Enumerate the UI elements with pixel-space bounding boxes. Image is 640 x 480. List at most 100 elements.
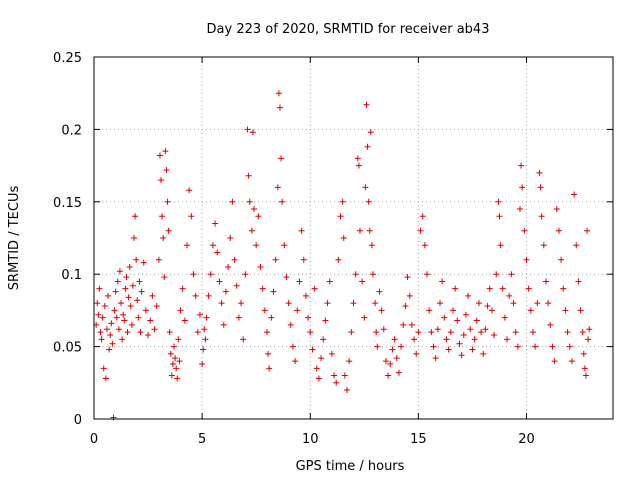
data-point — [202, 336, 209, 343]
data-point — [497, 242, 504, 249]
data-point — [469, 346, 476, 353]
data-point — [486, 285, 493, 292]
x-tick-label: 15 — [410, 432, 427, 447]
data-point — [309, 346, 316, 353]
data-point — [229, 198, 236, 205]
data-point — [275, 90, 282, 97]
data-point — [116, 268, 123, 275]
data-point — [101, 303, 108, 310]
data-point — [194, 329, 201, 336]
data-point — [441, 314, 448, 321]
data-point — [227, 235, 234, 241]
data-point — [562, 307, 569, 314]
data-point — [171, 343, 178, 350]
data-point — [537, 184, 544, 191]
data-point — [582, 372, 589, 379]
data-point — [107, 332, 114, 339]
data-point — [174, 375, 181, 382]
data-point — [406, 292, 413, 299]
data-point — [298, 227, 305, 234]
data-point — [577, 307, 584, 314]
data-point — [122, 285, 129, 292]
data-point — [482, 326, 489, 333]
x-tick-label: 10 — [302, 432, 319, 447]
x-tick-label: 20 — [518, 432, 535, 447]
data-point — [248, 227, 255, 234]
axis-ticks: 0 0.05 0.1 0.15 0.2 0.25 0 5 10 15 20 — [53, 51, 613, 447]
data-point — [426, 307, 433, 314]
data-point — [419, 213, 426, 220]
data-point — [369, 271, 376, 278]
data-point — [534, 300, 541, 307]
data-point — [366, 227, 373, 234]
data-point — [110, 414, 117, 421]
data-point — [147, 317, 154, 324]
data-point — [480, 350, 487, 357]
data-point — [584, 227, 591, 234]
data-point — [331, 372, 338, 379]
data-point — [156, 152, 163, 159]
data-point — [129, 282, 136, 289]
data-point — [106, 346, 113, 353]
data-point — [575, 278, 582, 285]
data-point — [415, 329, 422, 336]
data-point — [163, 166, 170, 173]
data-point — [447, 329, 454, 336]
data-point — [300, 256, 307, 263]
data-point — [259, 285, 266, 292]
data-point — [203, 314, 210, 321]
data-point — [348, 329, 355, 336]
data-point — [98, 336, 105, 343]
y-tick-label: 0.05 — [53, 341, 82, 356]
data-point — [581, 365, 588, 372]
data-point — [296, 278, 303, 285]
data-point — [135, 314, 142, 321]
data-point — [586, 326, 593, 333]
data-point — [454, 317, 461, 324]
data-point — [580, 350, 587, 357]
data-point — [478, 329, 485, 336]
data-point — [149, 292, 156, 299]
data-point — [289, 343, 296, 350]
data-point — [132, 213, 139, 220]
data-point — [121, 317, 128, 324]
data-point — [209, 242, 216, 249]
data-point — [177, 307, 184, 314]
data-point — [368, 242, 375, 249]
data-point — [376, 288, 383, 295]
data-point — [364, 143, 371, 150]
data-point — [278, 155, 285, 162]
data-point — [367, 129, 374, 136]
data-point — [551, 358, 558, 365]
data-point — [120, 311, 127, 318]
data-point — [164, 198, 171, 205]
data-point — [158, 177, 165, 184]
data-point — [413, 350, 420, 357]
data-point — [95, 311, 102, 318]
data-point — [579, 329, 586, 336]
data-point — [176, 358, 183, 365]
data-point — [585, 336, 592, 343]
data-point — [380, 326, 387, 333]
data-point — [172, 355, 179, 362]
data-point — [518, 162, 525, 169]
data-point — [359, 278, 366, 285]
data-point — [102, 375, 109, 382]
data-point — [517, 206, 524, 213]
data-point — [352, 271, 359, 278]
data-point — [118, 300, 125, 307]
data-point — [125, 294, 132, 301]
data-point — [240, 336, 247, 343]
data-point — [560, 285, 567, 292]
data-point — [437, 300, 443, 307]
data-point — [460, 332, 467, 339]
data-point — [153, 303, 160, 310]
data-point — [166, 329, 173, 336]
data-point — [155, 256, 162, 263]
data-point — [115, 326, 122, 333]
data-point — [279, 198, 286, 205]
data-point — [449, 307, 456, 314]
data-point — [112, 288, 119, 295]
y-tick-label: 0.15 — [53, 196, 82, 211]
